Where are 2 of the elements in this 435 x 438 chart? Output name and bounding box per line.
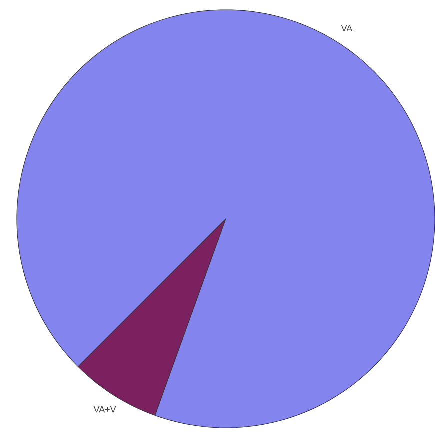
slice-label: VA — [341, 25, 353, 32]
slice-label: VA+V — [94, 406, 116, 413]
